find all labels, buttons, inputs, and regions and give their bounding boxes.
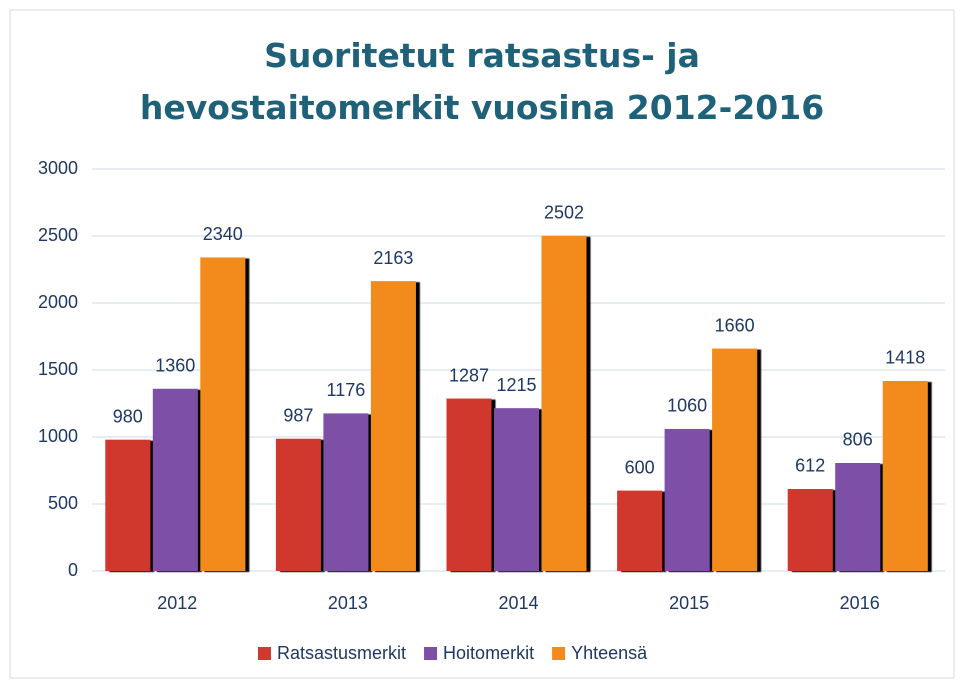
y-tick-label: 2500 [38, 225, 78, 245]
x-tick-label: 2014 [498, 593, 538, 613]
bar [105, 439, 151, 571]
y-tick-label: 2000 [38, 292, 78, 312]
data-label: 1360 [155, 356, 195, 376]
data-label: 980 [113, 406, 143, 426]
data-label: 1660 [715, 315, 755, 335]
bar [787, 488, 833, 571]
data-label: 806 [843, 430, 873, 450]
legend-label: Yhteensä [571, 643, 648, 663]
chart-title: Suoritetut ratsastus- ja hevostaitomerki… [139, 36, 825, 127]
y-tick-label: 1000 [38, 426, 78, 446]
y-tick-label: 500 [48, 493, 78, 513]
bar [323, 413, 369, 571]
bar [152, 388, 198, 571]
data-label: 612 [795, 456, 825, 476]
data-label: 1060 [667, 396, 707, 416]
data-label: 1418 [885, 348, 925, 368]
bar [835, 462, 881, 571]
bar [494, 408, 539, 571]
bar [882, 380, 928, 571]
data-label: 2163 [373, 248, 413, 268]
bar [541, 235, 587, 571]
bar [712, 348, 758, 571]
data-label: 1215 [496, 375, 536, 395]
bar [617, 490, 663, 571]
data-label: 987 [283, 405, 313, 425]
x-tick-label: 2016 [840, 593, 880, 613]
bar [446, 398, 492, 571]
x-tick-label: 2015 [669, 593, 709, 613]
legend-swatch [424, 647, 438, 660]
legend-label: Hoitomerkit [443, 643, 534, 663]
bar [275, 438, 321, 571]
data-label: 2502 [544, 202, 584, 222]
data-label: 1176 [327, 380, 366, 400]
y-tick-label: 0 [68, 560, 78, 580]
y-tick-label: 1500 [38, 359, 78, 379]
y-tick-label: 3000 [38, 158, 78, 178]
legend-label: Ratsastusmerkit [277, 643, 406, 663]
bar [370, 281, 416, 571]
bar [664, 428, 710, 571]
bar [200, 257, 246, 571]
data-label: 2340 [203, 224, 243, 244]
legend-swatch [552, 647, 566, 660]
data-label: 1287 [449, 365, 489, 385]
x-tick-label: 2013 [328, 593, 368, 613]
legend-swatch [258, 647, 271, 660]
x-tick-label: 2012 [157, 593, 197, 613]
data-label: 600 [625, 457, 655, 477]
